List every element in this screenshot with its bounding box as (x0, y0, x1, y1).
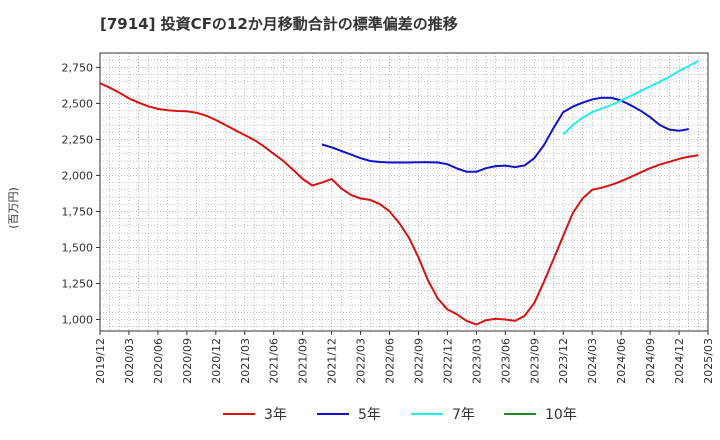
legend: 3年 5年 7年 10年 (223, 407, 577, 423)
x-tick-label: 2024/06 (615, 338, 628, 384)
x-tick-label: 2021/09 (297, 338, 310, 384)
x-tick-label: 2020/06 (152, 338, 165, 384)
y-tick-label: 1,000 (62, 313, 94, 326)
series-line-2 (562, 60, 699, 136)
x-tick-label: 2025/03 (702, 338, 715, 384)
y-axis-label: (百万円) (7, 187, 20, 229)
x-tick-label: 2020/03 (123, 338, 136, 384)
chart-title: [7914] 投資CFの12か月移動合計の標準偏差の推移 (100, 15, 458, 33)
x-tick-label: 2022/12 (441, 338, 454, 384)
legend-label-2: 7年 (452, 407, 475, 423)
x-tick-label: 2021/06 (268, 338, 281, 384)
x-tick-label: 2022/03 (355, 338, 368, 384)
x-tick-label: 2020/09 (181, 338, 194, 384)
series-line-0 (99, 82, 699, 326)
series-lines (99, 60, 699, 326)
legend-label-3: 10年 (545, 407, 577, 423)
x-tick-label: 2024/09 (644, 338, 657, 384)
x-axis-ticks: 2019/12 2020/03 2020/06 2020/09 2020/12 2021/… (94, 331, 715, 384)
x-tick-label: 2020/12 (210, 338, 223, 384)
y-tick-label: 2,750 (62, 61, 94, 74)
x-tick-label: 2019/12 (94, 338, 107, 384)
grid (100, 53, 708, 331)
x-tick-label: 2024/12 (673, 338, 686, 384)
y-tick-label: 1,250 (62, 277, 94, 290)
series-line-1 (321, 96, 689, 173)
y-axis-ticks: 1,000 1,250 1,500 1,750 2,000 2,250 2,500 2,750 (62, 61, 100, 326)
y-tick-label: 1,500 (62, 241, 94, 254)
x-tick-label: 2023/09 (528, 338, 541, 384)
y-tick-label: 2,250 (62, 133, 94, 146)
x-tick-label: 2022/09 (412, 338, 425, 384)
y-tick-label: 1,750 (62, 205, 94, 218)
legend-label-1: 5年 (358, 407, 381, 423)
legend-label-0: 3年 (264, 407, 287, 423)
x-tick-label: 2021/12 (326, 338, 339, 384)
y-tick-label: 2,000 (62, 169, 94, 182)
x-tick-label: 2024/03 (586, 338, 599, 384)
x-tick-label: 2022/06 (384, 338, 397, 384)
plot-frame (99, 52, 709, 332)
x-tick-label: 2023/03 (470, 338, 483, 384)
x-tick-label: 2023/06 (499, 338, 512, 384)
x-tick-label: 2021/03 (239, 338, 252, 384)
y-tick-label: 2,500 (62, 97, 94, 110)
x-tick-label: 2023/12 (557, 338, 570, 384)
